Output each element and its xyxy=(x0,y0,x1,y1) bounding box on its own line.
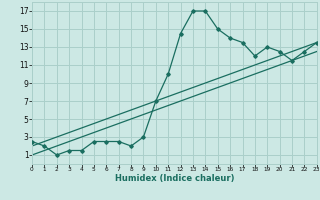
X-axis label: Humidex (Indice chaleur): Humidex (Indice chaleur) xyxy=(115,174,234,183)
